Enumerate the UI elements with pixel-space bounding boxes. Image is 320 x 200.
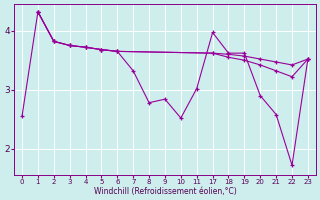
X-axis label: Windchill (Refroidissement éolien,°C): Windchill (Refroidissement éolien,°C) [93,187,236,196]
